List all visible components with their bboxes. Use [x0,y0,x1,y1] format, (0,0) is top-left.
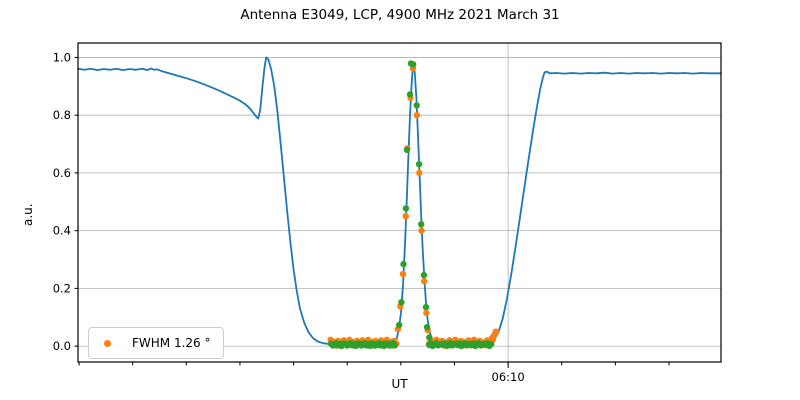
plot-frame [77,42,722,363]
scatter-dot [402,205,410,212]
y-tick-label: 0.0 [53,339,71,353]
scatter-dot [488,340,495,348]
legend-marker-dot-icon [104,339,111,347]
scatter-dot [415,161,423,168]
scatter-dot [398,299,405,306]
y-tick-label: 0.2 [53,281,71,295]
scatter-dot [418,227,425,234]
scatter-dot [406,91,414,98]
scatter-dot [492,328,499,335]
grid [78,43,721,362]
scatter-dot [420,271,428,279]
scatter-dot [421,278,428,285]
chart-title: Antenna E3049, LCP, 4900 MHz 2021 March … [240,7,560,23]
scatter-dot [391,342,398,349]
legend-label: FWHM 1.26 ° [132,336,211,350]
scatter-dot [413,112,421,119]
scatter-dot [418,221,425,228]
scatter-dot [423,309,430,317]
x-tick-label: 06:10 [492,370,525,384]
scatter-dot [399,270,407,278]
scatter-series-data-points [327,65,499,349]
y-tick-label: 0.8 [53,108,71,122]
scatter-dot [423,323,431,331]
y-tick-label: 1.0 [53,50,71,64]
x-axis-ticks: 06:10 [78,362,670,384]
scatter-dot [402,213,409,220]
legend: FWHM 1.26 ° [88,327,224,359]
scatter-series-fit-points [327,60,495,349]
scatter-dot [416,169,423,177]
y-tick-label: 0.4 [53,224,71,238]
scatter-dot [422,303,430,311]
scatter-dot [413,102,420,109]
scatter-dot [410,61,417,68]
y-axis-ticks: 0.0 0.2 0.4 0.6 0.8 1.0 [53,50,78,353]
scatter-dot [403,146,411,153]
y-tick-label: 0.6 [53,166,71,180]
scatter-dot [396,321,403,329]
scatter-dot [426,334,433,341]
scatter-dot [400,260,407,268]
x-axis-label: UT [391,377,408,391]
